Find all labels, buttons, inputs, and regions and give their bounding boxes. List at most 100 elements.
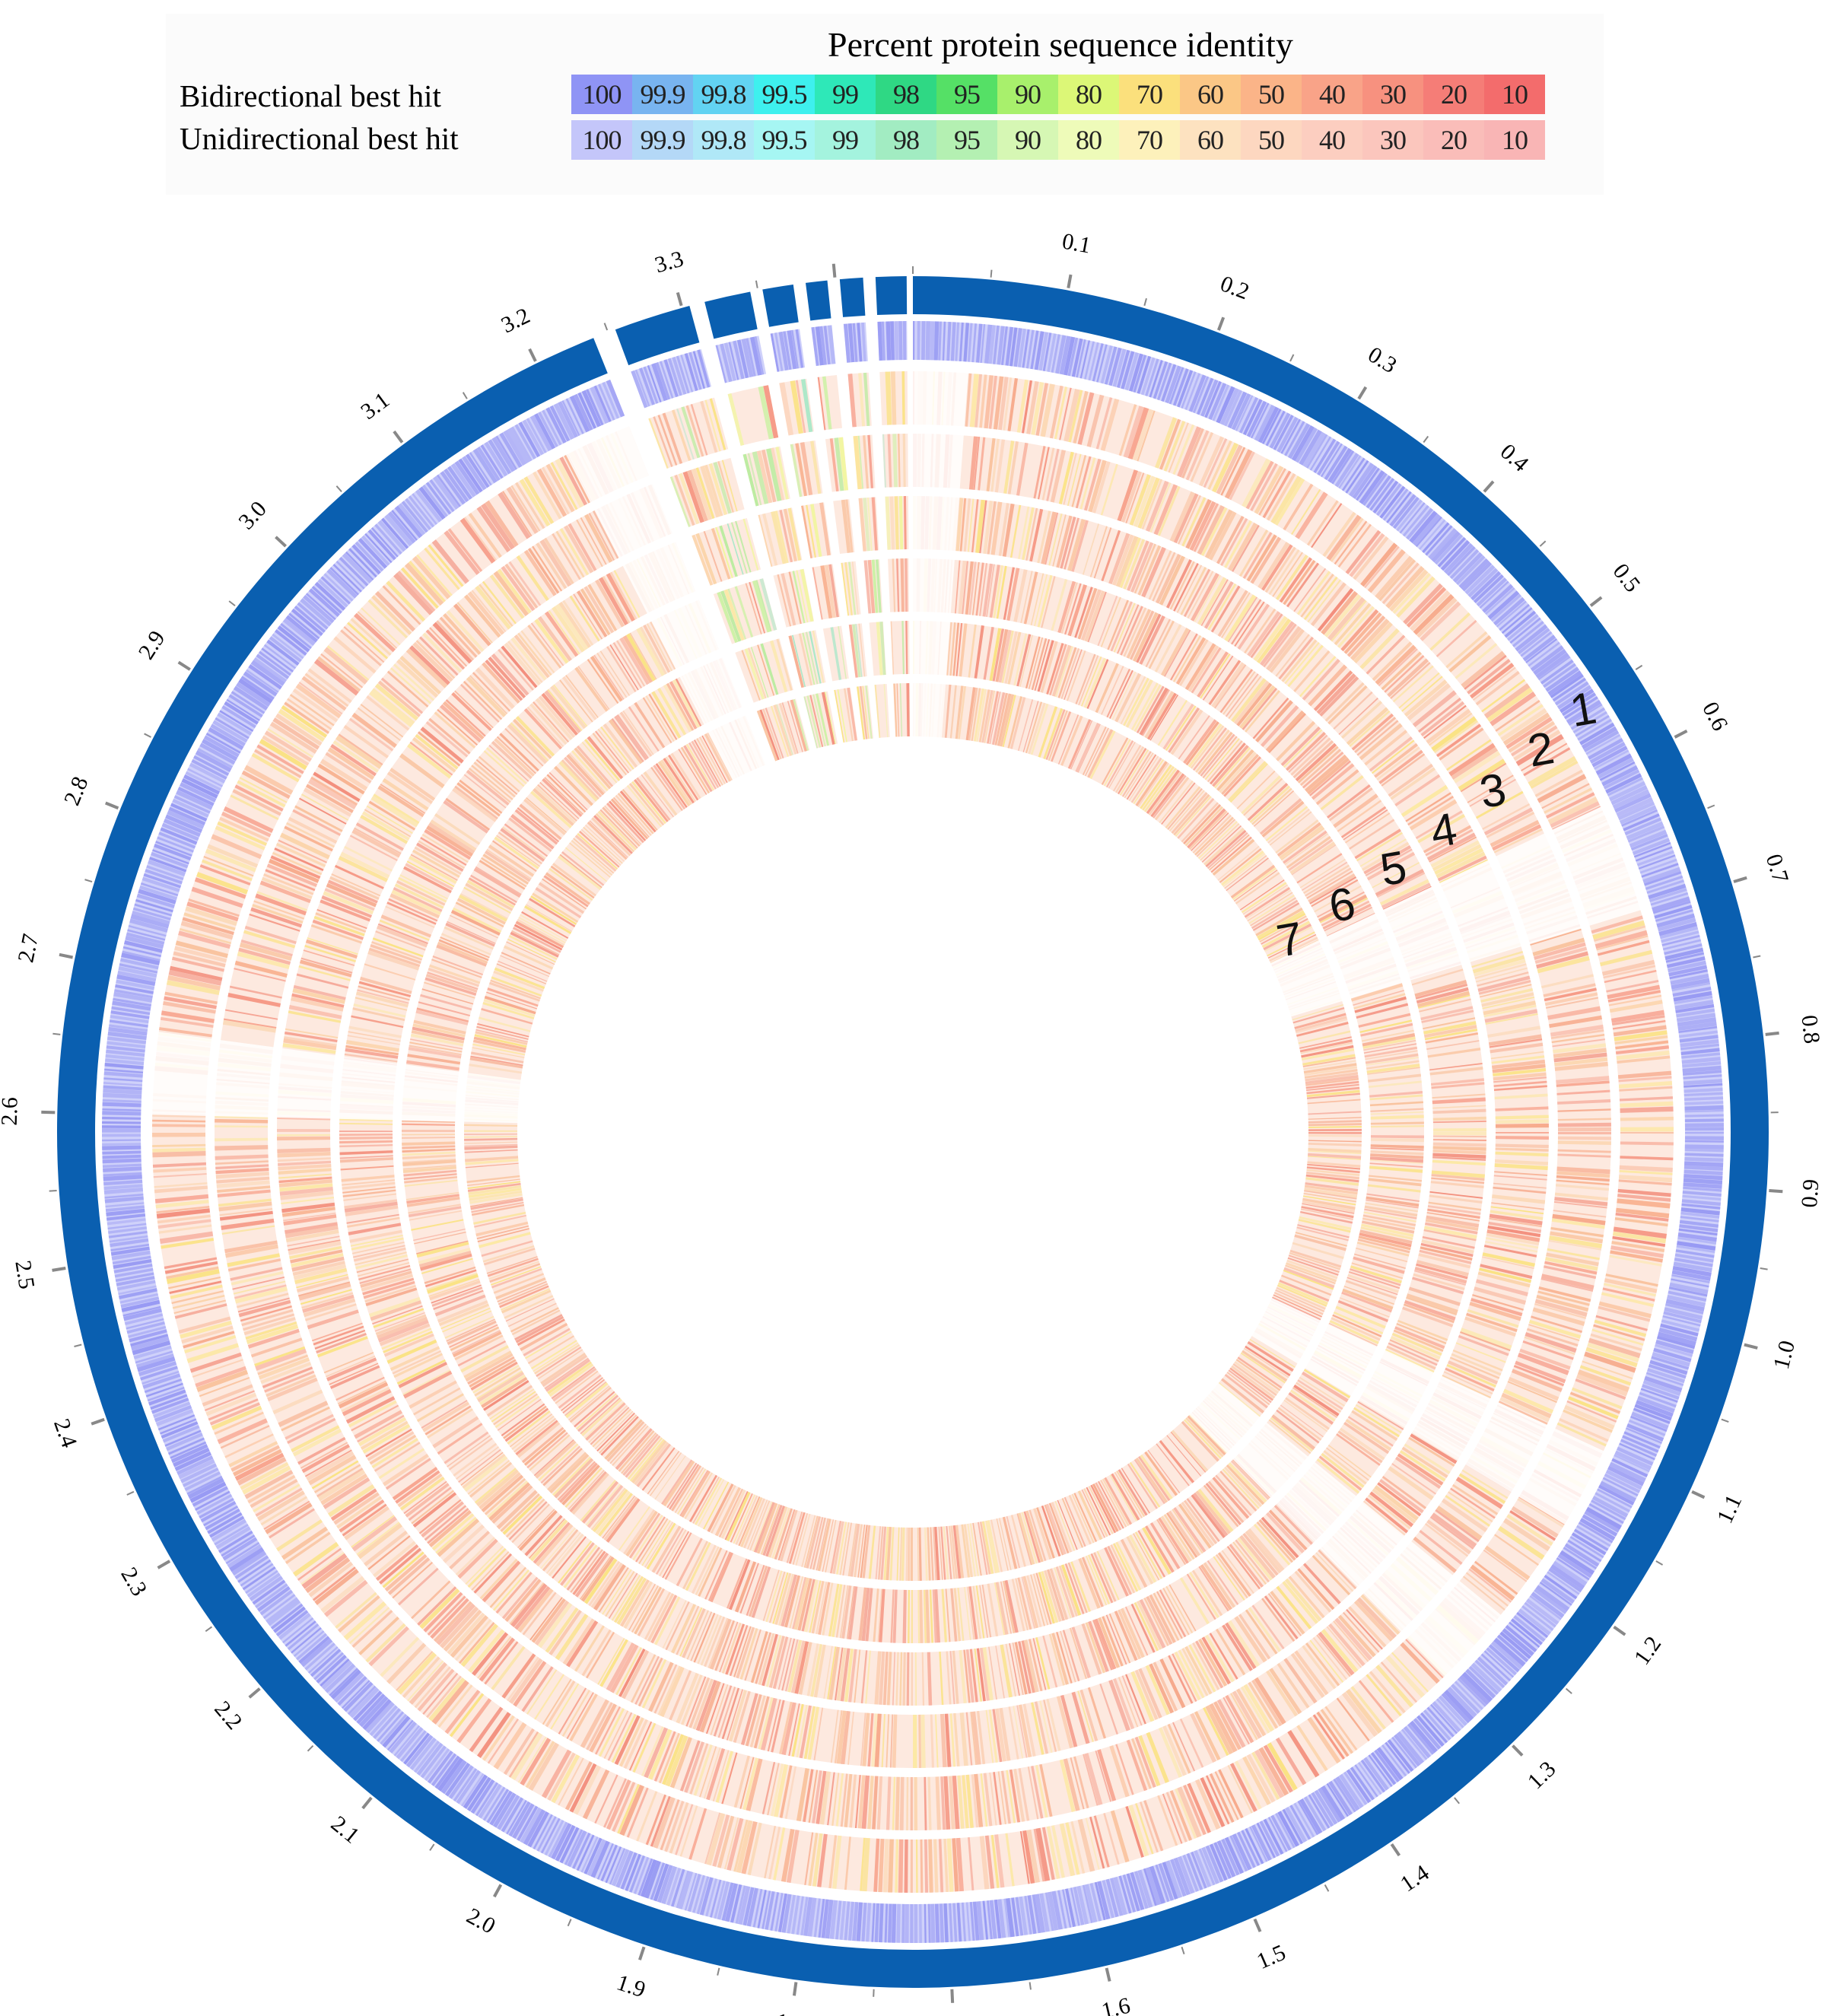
track-hit — [1092, 461, 1111, 514]
track-hit — [184, 1334, 237, 1353]
track-hit — [858, 498, 866, 552]
blast-ring-hit — [1657, 917, 1696, 932]
track-hit — [1443, 1371, 1493, 1394]
track-hit — [345, 1205, 399, 1216]
track-hit — [244, 1470, 294, 1499]
track-hit — [1129, 474, 1151, 526]
track-hit — [1515, 1360, 1566, 1384]
track-hit — [471, 590, 507, 633]
track-hit — [1144, 1451, 1178, 1496]
track-hit — [455, 1619, 492, 1661]
track-hit — [580, 588, 611, 636]
track-hit — [1370, 1111, 1424, 1115]
blast-ring-hit — [1314, 1789, 1338, 1825]
track-hit — [851, 561, 859, 615]
track-hit — [503, 1728, 535, 1776]
track-hit — [425, 629, 466, 670]
track-hit — [819, 1771, 831, 1825]
blast-ring-hit — [1149, 1865, 1165, 1904]
track-hit — [1327, 784, 1371, 819]
blast-ring-hit — [1468, 1665, 1499, 1695]
track-hit — [343, 1193, 396, 1201]
track-hit — [1190, 432, 1214, 482]
track-hit — [247, 1328, 300, 1349]
track-hit — [867, 1713, 874, 1767]
track-hit — [889, 1714, 894, 1768]
track-hit — [1359, 838, 1407, 867]
track-hit — [458, 894, 507, 922]
track-hit — [1214, 747, 1251, 789]
blast-ring-hit — [1113, 1876, 1127, 1916]
track-hit — [1222, 853, 1266, 888]
track-hit — [1378, 749, 1423, 784]
track-hit — [1301, 1048, 1355, 1060]
track-hit — [1289, 841, 1336, 875]
track-hit — [1408, 1286, 1461, 1306]
track-hit — [555, 458, 584, 508]
track-hit — [1534, 1299, 1588, 1318]
track-hit — [1361, 1223, 1414, 1238]
track-hit — [464, 1137, 518, 1141]
track-hit — [396, 1651, 434, 1691]
track-hit — [1198, 821, 1238, 859]
track-hit — [977, 1522, 988, 1576]
track-hit — [1410, 1433, 1458, 1464]
track-hit — [361, 1420, 409, 1450]
track-hit — [1615, 1212, 1669, 1222]
track-hit — [491, 1266, 542, 1286]
blast-ring-hit — [1518, 1608, 1551, 1636]
track-hit — [545, 872, 590, 905]
track-hit — [1288, 1392, 1334, 1425]
track-hit — [1358, 1235, 1411, 1251]
blast-ring-hit — [1454, 1681, 1483, 1710]
track-hit — [550, 685, 587, 730]
track-hit — [1597, 940, 1650, 956]
track-hit — [648, 1728, 672, 1780]
blast-ring-hit — [637, 1858, 653, 1896]
track-hit — [890, 371, 897, 425]
track-hit — [1540, 1277, 1594, 1293]
track-hit — [1197, 504, 1225, 555]
track-hit — [224, 1244, 278, 1258]
blast-ring-hit — [874, 1903, 880, 1943]
track-hit — [1242, 1350, 1288, 1382]
track-hit — [1336, 1697, 1370, 1742]
track-hit — [1308, 1111, 1362, 1115]
track-hit — [879, 1588, 885, 1642]
track-hit — [880, 1526, 887, 1580]
track-hit — [351, 828, 401, 858]
legend-swatch-unidirectional: 99.5 — [754, 120, 815, 160]
track-hit — [745, 583, 762, 634]
track-hit — [682, 1608, 706, 1658]
track-hit — [917, 1589, 920, 1643]
track-hit — [1366, 634, 1406, 675]
track-hit — [465, 882, 513, 911]
track-hit — [474, 1367, 521, 1397]
track-hit — [339, 1134, 393, 1136]
track-hit — [1231, 1460, 1270, 1500]
track-hit — [1110, 1810, 1130, 1863]
track-hit — [161, 1238, 215, 1249]
track-hit — [1213, 1701, 1242, 1750]
track-hit — [980, 1773, 988, 1827]
blast-ring-hit — [1665, 1302, 1704, 1315]
track-gap — [565, 425, 767, 784]
track-hit — [968, 436, 978, 490]
track-hit — [1088, 1554, 1111, 1604]
track-hit — [488, 745, 529, 782]
track-hit — [750, 647, 769, 698]
track-hit — [1171, 1429, 1209, 1472]
track-hit — [1149, 482, 1172, 533]
track-hit — [1089, 526, 1108, 577]
track-hit — [992, 628, 1005, 682]
track-hit — [470, 874, 517, 903]
track-hit — [906, 1652, 910, 1706]
track-hit — [1309, 1639, 1344, 1683]
blast-ring-hit — [717, 1881, 730, 1920]
legend-swatch-bidirectional: 50 — [1241, 75, 1302, 114]
blast-ring-hit — [1679, 1035, 1718, 1043]
track-hit — [1292, 1242, 1344, 1260]
track-hit — [1022, 1830, 1035, 1884]
track-hit — [701, 735, 728, 784]
blast-ring-hit — [1516, 1611, 1549, 1639]
